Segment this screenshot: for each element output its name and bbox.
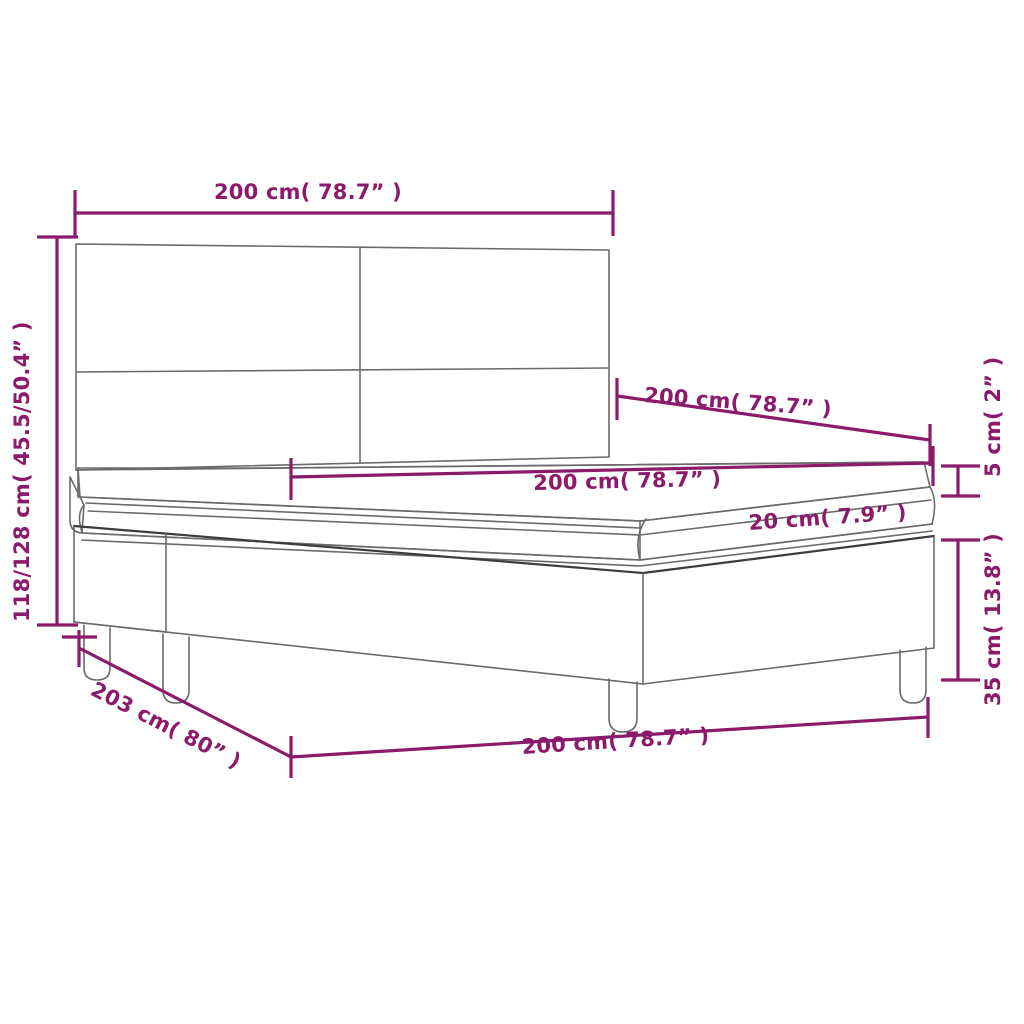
headboard-panel [75, 243, 610, 471]
product-linework [69, 243, 936, 733]
dimline-left-height [37, 235, 78, 627]
support-legs [83, 624, 927, 733]
dimline-top-width [73, 190, 615, 236]
dimline-base-height [941, 538, 980, 682]
dimension-label-base-height: 35 cm( 13.8” ) [981, 532, 1005, 706]
dimline-bottom-width [290, 697, 930, 759]
dimline-gap-5cm [941, 464, 980, 498]
dimension-label-center-width: 200 cm( 78.7” ) [532, 466, 722, 495]
dimension-label-top-gap: 5 cm( 2” ) [981, 356, 1005, 477]
box-spring-base [72, 524, 936, 685]
dimline-center-width [289, 446, 935, 500]
dimension-lines [37, 190, 980, 778]
dimension-label-top-width: 200 cm( 78.7” ) [214, 180, 402, 204]
dimline-bottom-left-depth [62, 630, 293, 778]
dimline-mid-right-depth [615, 378, 932, 466]
dimension-label-left-height: 118/128 cm( 45.5/50.4” ) [10, 321, 34, 622]
